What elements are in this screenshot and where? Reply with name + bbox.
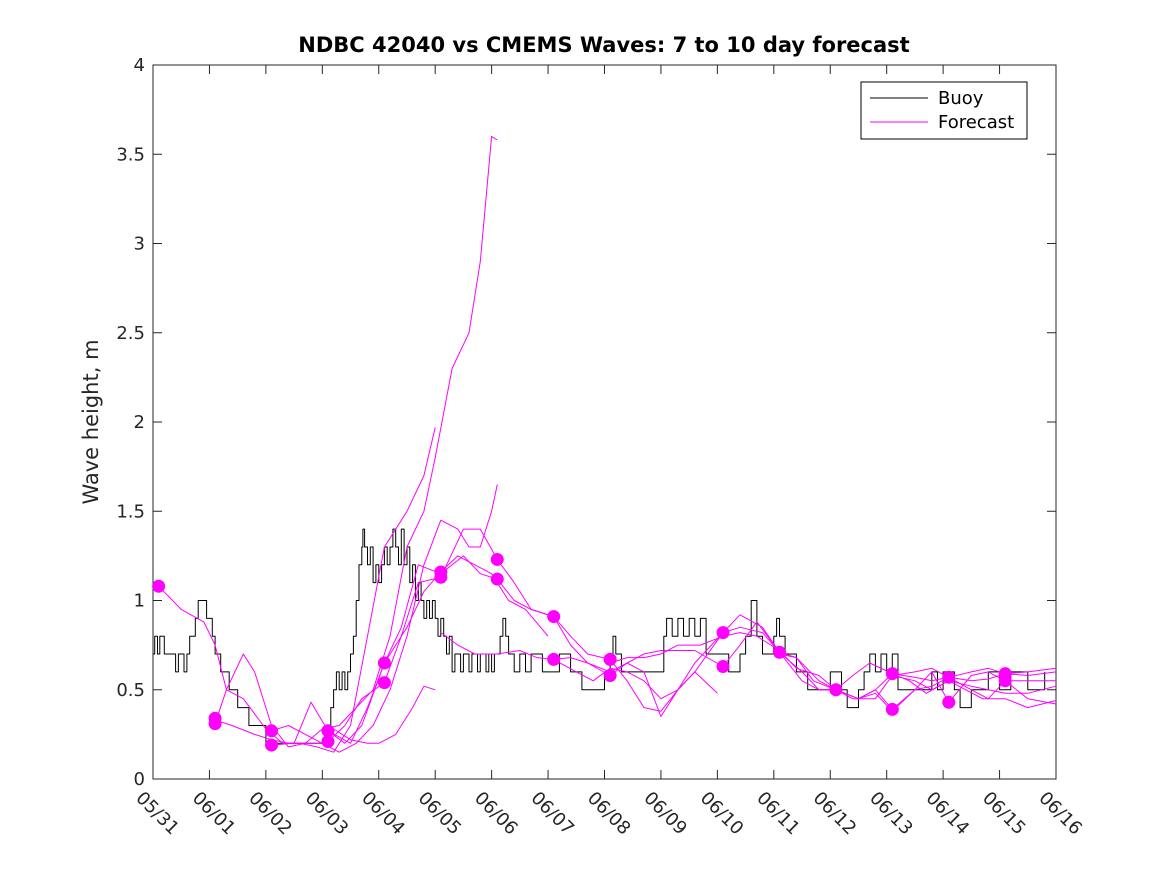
y-tick-label: 2.5	[116, 323, 145, 344]
forecast-start-marker	[208, 717, 222, 731]
forecast-start-marker	[152, 579, 166, 593]
forecast-start-marker	[377, 656, 391, 670]
forecast-start-marker	[321, 724, 335, 738]
forecast-start-marker	[377, 676, 391, 690]
forecast-start-marker	[265, 738, 279, 752]
y-tick-label: 2	[134, 412, 145, 433]
forecast-start-marker	[265, 724, 279, 738]
forecast-start-marker	[321, 735, 335, 749]
legend-label-forecast: Forecast	[938, 112, 1014, 133]
y-tick-label: 3.5	[116, 144, 145, 165]
forecast-series-line-8	[333, 685, 436, 744]
forecast-series-line-13	[892, 667, 1057, 678]
forecast-start-marker	[885, 702, 899, 716]
y-tick-label: 1.5	[116, 501, 145, 522]
forecast-start-marker	[434, 570, 448, 584]
forecast-start-marker	[547, 652, 561, 666]
forecast-start-marker	[490, 552, 504, 566]
y-axis-label: Wave height, m	[79, 339, 103, 504]
legend: Buoy Forecast	[860, 81, 1028, 140]
legend-label-buoy: Buoy	[938, 88, 984, 109]
forecast-start-marker	[547, 610, 561, 624]
y-tick-label: 0.5	[116, 680, 145, 701]
forecast-series-line-10	[553, 658, 718, 700]
y-axis: 0 0.5 1 1.5 2 2.5 3 3.5 4	[116, 55, 1056, 790]
forecast-start-marker	[716, 626, 730, 640]
forecast-start-marker	[829, 683, 843, 697]
chart-title: NDBC 42040 vs CMEMS Waves: 7 to 10 day f…	[298, 33, 909, 57]
y-tick-label: 3	[134, 234, 145, 255]
forecast-start-marker	[490, 572, 504, 586]
forecast-start-marker	[772, 645, 786, 659]
forecast-series-line-2	[214, 427, 436, 753]
y-tick-label: 0	[134, 769, 145, 790]
forecast-series-line-3	[214, 135, 498, 748]
forecast-series-line-11	[609, 632, 1057, 700]
forecast-start-marker	[885, 667, 899, 681]
y-tick-label: 4	[134, 55, 145, 76]
forecast-start-marker	[942, 695, 956, 709]
forecast-start-marker	[603, 668, 617, 682]
forecast-start-marker	[998, 674, 1012, 688]
plot-area	[152, 64, 1057, 780]
forecast-series-line-12	[779, 653, 1057, 709]
y-tick-label: 1	[134, 591, 145, 612]
forecast-start-marker	[716, 660, 730, 674]
forecast-start-marker	[942, 670, 956, 684]
forecast-series-line-5	[271, 555, 549, 746]
legend-box	[860, 81, 1028, 140]
forecast-series-line-4	[271, 484, 498, 753]
forecast-start-marker	[603, 652, 617, 666]
